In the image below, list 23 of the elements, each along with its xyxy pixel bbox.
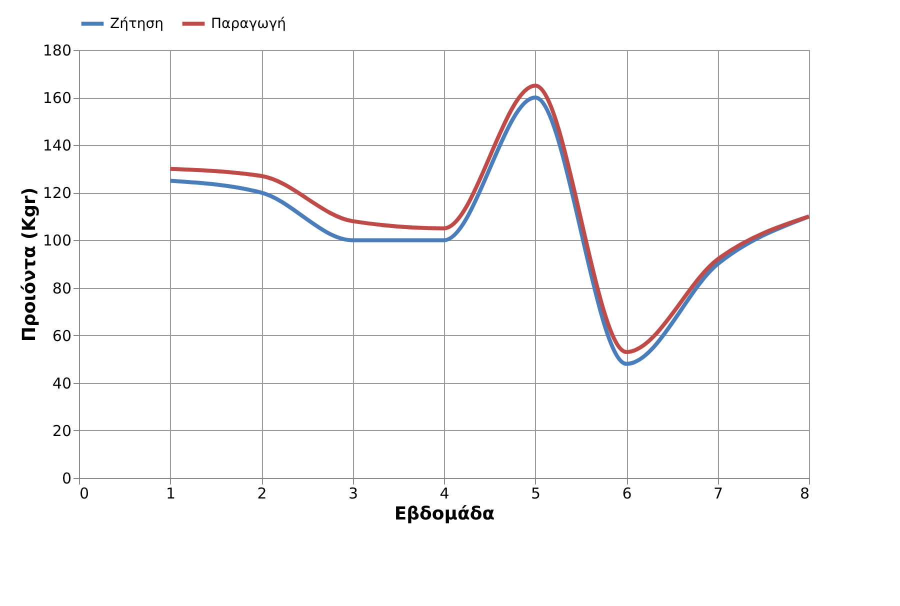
- legend-label: Ζήτηση: [110, 16, 164, 32]
- y-tick-label: 60: [52, 326, 72, 345]
- y-tick-label: 120: [42, 184, 72, 202]
- y-tick-label: 140: [42, 136, 72, 155]
- x-tick-label: 8: [800, 484, 810, 502]
- x-tick-label: 5: [530, 484, 541, 502]
- x-tick-label: 3: [348, 484, 358, 502]
- y-tick-label: 20: [52, 422, 72, 440]
- y-tick-label: 80: [52, 279, 72, 298]
- y-tick-label: 0: [62, 470, 72, 488]
- x-tick-label: 7: [713, 484, 724, 502]
- x-tick-label: 0: [80, 484, 90, 502]
- x-tick-label: 6: [622, 484, 632, 502]
- y-tick-label: 160: [42, 89, 72, 108]
- y-tick-label: 40: [52, 374, 72, 392]
- y-tick-label: 100: [42, 232, 72, 250]
- x-tick-label: 2: [257, 484, 267, 502]
- y-tick-label: 180: [42, 42, 72, 60]
- x-tick-label: 4: [440, 484, 450, 502]
- legend-label: Παραγωγή: [211, 16, 286, 32]
- x-tick-label: 1: [166, 484, 176, 502]
- y-axis-title: Προιόντα (Kgr): [18, 187, 40, 342]
- x-axis-title: Εβδομάδα: [394, 504, 495, 524]
